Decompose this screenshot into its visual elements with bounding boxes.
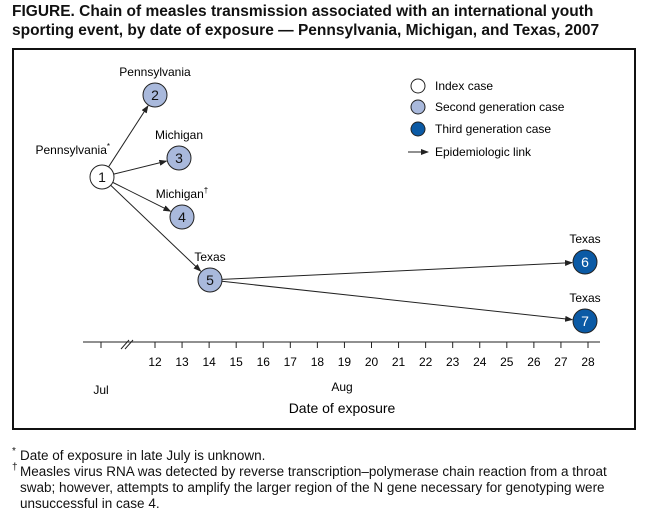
epidemiologic-link-1-5 xyxy=(110,184,202,272)
footnote-2: † Measles virus RNA was detected by reve… xyxy=(12,462,640,512)
tick-label: 24 xyxy=(473,355,487,369)
tick-label: 18 xyxy=(311,355,325,369)
tick-label: 23 xyxy=(446,355,460,369)
epidemiologic-link-1-3 xyxy=(113,159,168,175)
tick-label: 25 xyxy=(500,355,514,369)
legend-index-label: Index case xyxy=(435,79,493,93)
tick-label: 19 xyxy=(338,355,352,369)
footnote-mark: * xyxy=(107,142,110,151)
tick-label: 22 xyxy=(419,355,433,369)
case-number: 3 xyxy=(175,150,183,166)
legend-link-label: Epidemiologic link xyxy=(435,145,532,159)
tick-label: 26 xyxy=(527,355,541,369)
footnote-mark: † xyxy=(204,186,208,195)
figure-title: FIGURE. Chain of measles transmission as… xyxy=(12,3,600,39)
legend-second-label: Second generation case xyxy=(435,100,565,114)
legend-index-swatch xyxy=(410,78,426,94)
case-number: 6 xyxy=(581,254,589,270)
case-number: 7 xyxy=(581,313,589,329)
case-3-circle xyxy=(166,145,192,171)
legend: Index case Second generation case Third … xyxy=(408,78,565,159)
tick-label: 14 xyxy=(202,355,216,369)
epidemiologic-link-1-2 xyxy=(108,105,149,168)
epidemiologic-link-1-4 xyxy=(112,181,172,212)
case-1-circle xyxy=(89,164,115,190)
month-aug: Aug xyxy=(331,380,352,394)
tick-label: 15 xyxy=(230,355,244,369)
footnote-mark: † xyxy=(12,462,18,473)
case-number: 2 xyxy=(151,87,159,103)
case-5-circle xyxy=(197,267,223,293)
case-7-circle xyxy=(572,308,598,334)
legend-second-swatch xyxy=(410,99,426,115)
case-2-circle xyxy=(142,82,168,108)
tick-label: 16 xyxy=(257,355,271,369)
axis-label: Date of exposure xyxy=(289,400,396,416)
tick-label: 12 xyxy=(148,355,162,369)
case-5: 5 Texas xyxy=(194,250,226,293)
axis-break-icon xyxy=(120,339,134,350)
footnote-text: Date of exposure in late July is unknown… xyxy=(20,448,266,463)
case-number: 4 xyxy=(178,209,186,225)
case-7: 7 Texas xyxy=(569,291,601,334)
epidemiologic-link-5-7 xyxy=(221,280,574,322)
case-4: 4 Michigan† xyxy=(156,186,208,230)
case-location: Michigan xyxy=(155,128,203,142)
case-location: Texas xyxy=(569,232,600,246)
case-6: 6 Texas xyxy=(569,232,601,275)
epidemiologic-link-5-6 xyxy=(221,259,574,280)
case-location: Michigan† xyxy=(156,186,208,201)
case-location: Texas xyxy=(194,250,225,264)
case-number: 1 xyxy=(98,169,106,185)
case-location: Pennsylvania* xyxy=(35,142,110,157)
tick-label: 27 xyxy=(554,355,568,369)
legend-third-label: Third generation case xyxy=(435,122,551,136)
footnote-mark: * xyxy=(12,446,16,457)
date-axis: Jul Aug Date of exposure 12 13 14 15 16 17 18 1… xyxy=(83,339,600,416)
tick-label: 28 xyxy=(581,355,595,369)
case-3: 3 Michigan xyxy=(155,128,203,171)
tick-label: 17 xyxy=(284,355,298,369)
tick-label: 20 xyxy=(365,355,379,369)
case-location: Pennsylvania xyxy=(119,65,191,79)
case-1: 1 Pennsylvania* xyxy=(35,142,115,190)
case-2: 2 Pennsylvania xyxy=(119,65,191,108)
tick-label: 21 xyxy=(392,355,406,369)
legend-third-swatch xyxy=(410,121,426,137)
month-jul: Jul xyxy=(93,383,108,397)
case-6-circle xyxy=(572,249,598,275)
case-location: Texas xyxy=(569,291,600,305)
footnote-1: * Date of exposure in late July is unkno… xyxy=(12,446,640,464)
footnote-text: Measles virus RNA was detected by revers… xyxy=(20,464,607,511)
tick-label: 13 xyxy=(175,355,189,369)
case-number: 5 xyxy=(206,272,214,288)
case-4-circle xyxy=(169,204,195,230)
figure-frame xyxy=(12,48,636,430)
